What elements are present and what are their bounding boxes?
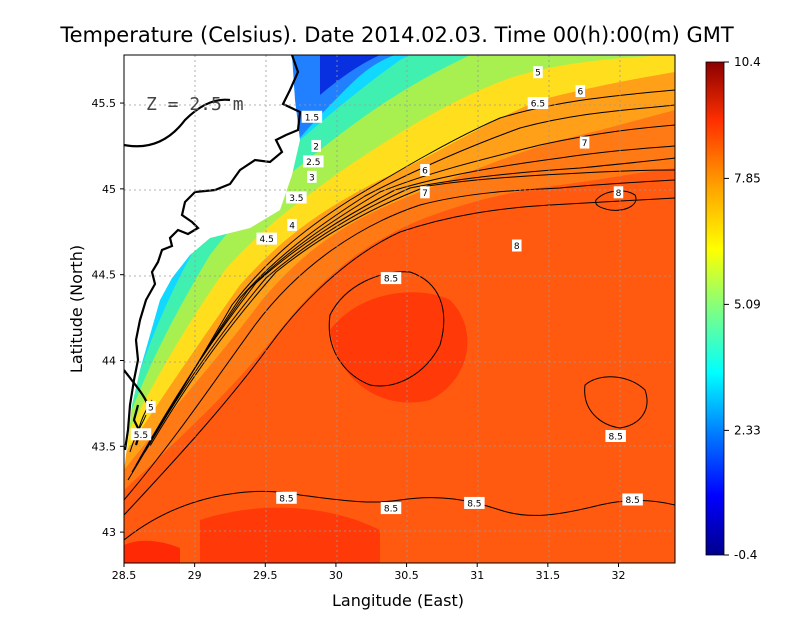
contour-label: 6: [422, 166, 428, 176]
y-tick-label: 44: [102, 354, 116, 367]
contour-label-box: [130, 428, 152, 441]
contour-label-box: [286, 191, 307, 204]
y-axis-ticks: 43 43.5 44 44.5 45 45.5: [92, 97, 124, 539]
contour-label: 6: [577, 88, 583, 98]
contour-label: 5.5: [134, 431, 148, 441]
contour-label: 8.5: [279, 494, 293, 504]
contour-label-box: [464, 496, 485, 509]
contour-label: 8.5: [467, 499, 481, 509]
contour-label-box: [287, 218, 297, 231]
y-tick-label: 45: [102, 183, 116, 196]
x-axis-label: Langitude (East): [332, 591, 464, 610]
x-tick-label: 29.5: [253, 569, 278, 582]
contour-label-box: [380, 272, 402, 285]
contour-label: 5: [535, 69, 541, 79]
contour-label-box: [613, 186, 624, 199]
plot-area: 1.5 2 2.5 3 3.5 4 4.5 5 6 6.5 7 6 7 8 8 8.5 5 5.5 8.5 8.5 8.…: [124, 55, 675, 563]
contour-label: 4.5: [260, 235, 274, 245]
colorbar-tick-label: -0.4: [734, 548, 757, 562]
contour-label-box: [605, 430, 626, 442]
contour-label-box: [307, 170, 317, 183]
contour-label-box: [420, 186, 430, 199]
contour-label: 3.5: [289, 194, 303, 204]
x-tick-label: 31.5: [536, 569, 561, 582]
x-tick-label: 30.5: [394, 569, 419, 582]
y-tick-label: 44.5: [92, 269, 117, 282]
contour-label-box: [301, 110, 323, 123]
contour-label-box: [622, 493, 643, 506]
contour-label: 1.5: [305, 113, 319, 123]
y-tick-label: 43.5: [92, 440, 117, 453]
depth-annotation: Z = 2.5 m: [146, 94, 244, 115]
contour-label: 2: [313, 142, 319, 152]
contour-label: 6.5: [531, 100, 545, 110]
x-tick-label: 32: [611, 569, 625, 582]
contour-label: 8.5: [384, 275, 398, 285]
contour-label-box: [311, 139, 321, 152]
contour-label: 8.5: [384, 505, 398, 515]
contour-label-box: [533, 66, 543, 79]
x-tick-label: 28.5: [112, 569, 137, 582]
contour-label-box: [420, 163, 430, 176]
colorbar-tick-label: 2.33: [734, 423, 761, 437]
contour-label: 7: [422, 189, 428, 199]
colorbar-tick-label: 10.4: [734, 55, 761, 69]
contour-label: 8: [514, 242, 520, 252]
colorbar-tick-label: 7.85: [734, 171, 761, 185]
colorbar-ticks: 10.4 7.85 5.09 2.33 -0.4: [724, 55, 761, 562]
colorbar: [705, 61, 725, 556]
contour-label: 7: [582, 139, 588, 149]
contour-labels: 1.5 2 2.5 3 3.5 4 4.5 5 6 6.5 7 6 7 8 8 8.5 5 5.5 8.5 8.5 8.…: [130, 66, 643, 515]
contour-label: 8.5: [625, 496, 639, 506]
contour-label: 5: [148, 403, 154, 413]
contour-lines: [124, 89, 675, 541]
contour-label-box: [575, 85, 586, 98]
contour-label-box: [146, 400, 156, 413]
contour-label: 8: [616, 189, 622, 199]
contour-label-box: [276, 491, 297, 504]
plot-frame: [123, 54, 676, 564]
chart-title: Temperature (Celsius). Date 2014.02.03. …: [59, 23, 734, 47]
coastline: [124, 55, 302, 451]
y-axis-label: Latitude (North): [67, 245, 86, 373]
x-tick-label: 29: [188, 569, 202, 582]
y-tick-label: 45.5: [92, 97, 117, 110]
contour-label: 8.5: [608, 433, 622, 443]
contour-label: 4: [289, 221, 295, 231]
contour-label-box: [579, 136, 590, 149]
x-axis-ticks: 28.5 29 29.5 30 30.5 31 31.5 32: [112, 563, 625, 582]
contour-label-box: [303, 155, 324, 168]
colorbar-tick-label: 5.09: [734, 297, 761, 311]
contour-label: 2.5: [306, 158, 320, 168]
contour-label-box: [512, 239, 522, 252]
x-tick-label: 30: [329, 569, 343, 582]
x-tick-label: 31: [470, 569, 484, 582]
contour-label: 3: [309, 173, 315, 183]
contour-label-box: [380, 502, 402, 515]
contour-label-box: [256, 232, 277, 245]
y-tick-label: 43: [102, 526, 116, 539]
contour-label-box: [527, 97, 549, 110]
